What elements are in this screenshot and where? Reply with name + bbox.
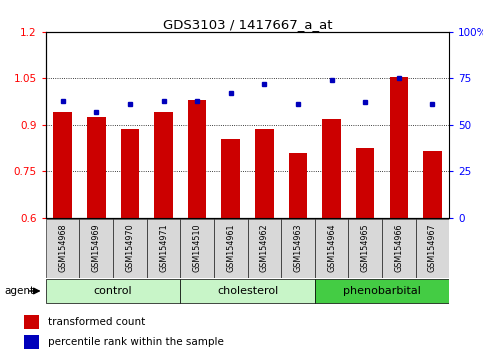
Text: GSM154970: GSM154970 [126, 224, 134, 272]
Bar [322, 119, 341, 218]
Bar [87, 117, 106, 218]
Text: transformed count: transformed count [48, 318, 145, 327]
Bar [180, 219, 214, 278]
Bar [46, 219, 80, 278]
Bar [80, 219, 113, 278]
Bar [289, 153, 307, 218]
Text: GSM154964: GSM154964 [327, 224, 336, 272]
Bar [315, 219, 348, 278]
Bar [281, 219, 315, 278]
Text: GSM154971: GSM154971 [159, 224, 168, 272]
Bar [348, 219, 382, 278]
Bar [423, 151, 441, 218]
Bar [389, 77, 408, 218]
Text: GSM154961: GSM154961 [226, 224, 235, 272]
Bar [255, 130, 273, 218]
Text: GSM154965: GSM154965 [361, 224, 369, 272]
Bar [121, 130, 139, 218]
Text: GSM154968: GSM154968 [58, 224, 67, 272]
Bar [24, 335, 39, 348]
Text: GSM154510: GSM154510 [193, 224, 201, 272]
Bar [214, 219, 247, 278]
Text: GSM154963: GSM154963 [294, 224, 302, 272]
Text: GSM154966: GSM154966 [394, 224, 403, 272]
Text: agent: agent [5, 286, 35, 296]
Text: percentile rank within the sample: percentile rank within the sample [48, 337, 224, 347]
Bar [248, 219, 281, 278]
Text: cholesterol: cholesterol [217, 286, 278, 296]
Bar [222, 139, 240, 218]
Text: GSM154969: GSM154969 [92, 224, 101, 272]
Bar [24, 315, 39, 329]
Bar [54, 113, 72, 218]
Bar [315, 279, 449, 303]
Text: phenobarbital: phenobarbital [343, 286, 421, 296]
Text: control: control [94, 286, 132, 296]
Bar [147, 219, 180, 278]
Bar [382, 219, 415, 278]
Bar [356, 148, 374, 218]
Bar [415, 219, 449, 278]
Bar [113, 219, 147, 278]
Text: GSM154967: GSM154967 [428, 224, 437, 272]
Text: GSM154962: GSM154962 [260, 224, 269, 272]
Bar [154, 113, 173, 218]
Bar [180, 279, 315, 303]
Bar [46, 279, 180, 303]
Title: GDS3103 / 1417667_a_at: GDS3103 / 1417667_a_at [163, 18, 332, 31]
Bar [188, 100, 206, 218]
